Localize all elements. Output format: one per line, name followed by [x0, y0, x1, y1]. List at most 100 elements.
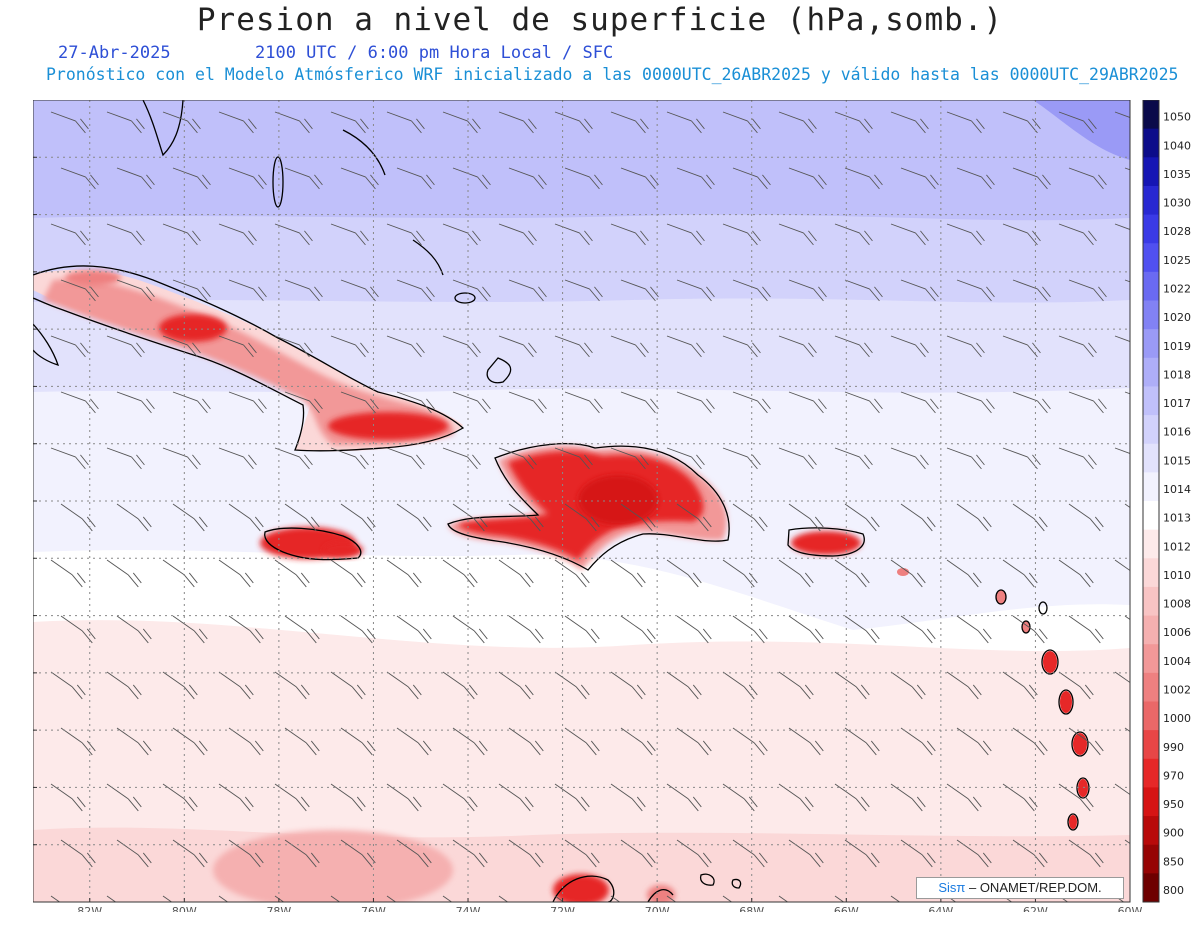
wind-barb [900, 167, 939, 190]
wind-barb [956, 391, 995, 414]
wind-barb [844, 279, 883, 302]
wind-barb [564, 615, 600, 644]
lon-tick-60W: 60W [1118, 905, 1143, 912]
wind-barb [340, 615, 376, 644]
wind-barb [610, 335, 649, 358]
wind-barb [452, 503, 488, 532]
wind-barb [452, 839, 488, 868]
wind-barb [1124, 615, 1130, 621]
wind-barb [60, 391, 99, 414]
wind-barb [60, 279, 99, 302]
wind-barb [946, 671, 982, 700]
colorbar-label-850: 850 [1163, 855, 1184, 868]
wind-barb [60, 839, 96, 868]
wind-barb [564, 839, 600, 868]
wind-barb [228, 503, 264, 532]
longitude-axis: 82W 80W 78W 76W 74W 72W 70W 68W 66W 64W 62W 60W [77, 898, 1143, 912]
wind-barb [508, 727, 544, 756]
wind-barb [722, 671, 758, 700]
lat-lon-grid [33, 100, 1130, 902]
wind-barb [788, 727, 824, 756]
lon-tick-74W: 74W [456, 905, 481, 912]
colorbar-label-1016: 1016 [1163, 426, 1191, 439]
wind-barb [442, 335, 481, 358]
wind-barb [890, 447, 929, 470]
wind-barb [284, 279, 323, 302]
wind-barb [900, 615, 936, 644]
wind-barb [1012, 391, 1051, 414]
wind-barb [1068, 167, 1107, 190]
wind-barb [610, 559, 646, 588]
wind-barb [386, 447, 425, 470]
colorbar-swatch-1020 [1143, 300, 1159, 330]
wind-barb [330, 447, 369, 470]
wind-barb [498, 335, 537, 358]
wind-barb [498, 671, 534, 700]
wind-barb [1012, 727, 1048, 756]
wind-barb [554, 783, 590, 812]
wind-barb [162, 111, 201, 134]
wind-barb [218, 559, 254, 588]
wind-barb [172, 167, 211, 190]
wind-barb [1114, 783, 1130, 796]
wind-barb [442, 783, 478, 812]
wind-barb [498, 783, 534, 812]
wind-barb [778, 671, 814, 700]
wind-barb [666, 559, 702, 588]
wind-barb [452, 391, 491, 414]
colorbar-label-1019: 1019 [1163, 340, 1191, 353]
wind-barb [778, 335, 817, 358]
band-1019 [1033, 100, 1130, 160]
yucatan-coast [33, 323, 60, 366]
wind-barb [386, 783, 422, 812]
colorbar-swatch-1028 [1143, 214, 1159, 244]
wind-barb [50, 447, 89, 470]
wind-barb [106, 559, 142, 588]
lon-tick-70W: 70W [645, 905, 670, 912]
wind-barb [442, 895, 453, 902]
jamaica-low [260, 527, 363, 559]
colorbar-label-1013: 1013 [1163, 512, 1191, 525]
bahamas-eleuthera [342, 129, 386, 176]
cuba-coast [33, 265, 465, 452]
wind-barb [564, 279, 603, 302]
colorbar-label-1010: 1010 [1163, 569, 1191, 582]
wind-barb [116, 839, 152, 868]
wind-barb [844, 503, 880, 532]
colorbar-label-1018: 1018 [1163, 368, 1191, 381]
lon-tick-66W: 66W [834, 905, 859, 912]
wind-barb [172, 391, 211, 414]
wind-barb [116, 167, 155, 190]
lon-tick-68W: 68W [739, 905, 764, 912]
wind-barb [666, 223, 705, 246]
wind-barb [50, 783, 86, 812]
wind-barb [1012, 279, 1051, 302]
colorbar-swatch-1000 [1143, 701, 1159, 731]
wind-barb [676, 727, 712, 756]
wind-barb [162, 671, 198, 700]
lon-tick-76W: 76W [361, 905, 386, 912]
wind-barb [676, 839, 712, 868]
wind-barb [946, 223, 985, 246]
wind-barb [396, 279, 435, 302]
colorbar-frame [1142, 100, 1160, 903]
wind-barb [340, 167, 379, 190]
wind-barb [218, 335, 257, 358]
wind-barb [330, 111, 369, 134]
map-plot-area [33, 100, 1130, 902]
wind-barb [890, 111, 929, 134]
wind-barb [60, 167, 99, 190]
colorbar-swatch-1014 [1143, 472, 1159, 502]
wind-barb [1124, 727, 1130, 733]
wind-barb [844, 615, 880, 644]
wind-barb [172, 615, 208, 644]
wind-barb [1012, 167, 1051, 190]
wind-barb [50, 111, 89, 134]
wind-barb [778, 223, 817, 246]
wind-barb [386, 671, 422, 700]
wind-barb [788, 391, 827, 414]
hispaniola-low [448, 445, 727, 570]
wind-barb [162, 895, 173, 902]
wind-barb [396, 839, 432, 868]
wind-barb [554, 447, 593, 470]
